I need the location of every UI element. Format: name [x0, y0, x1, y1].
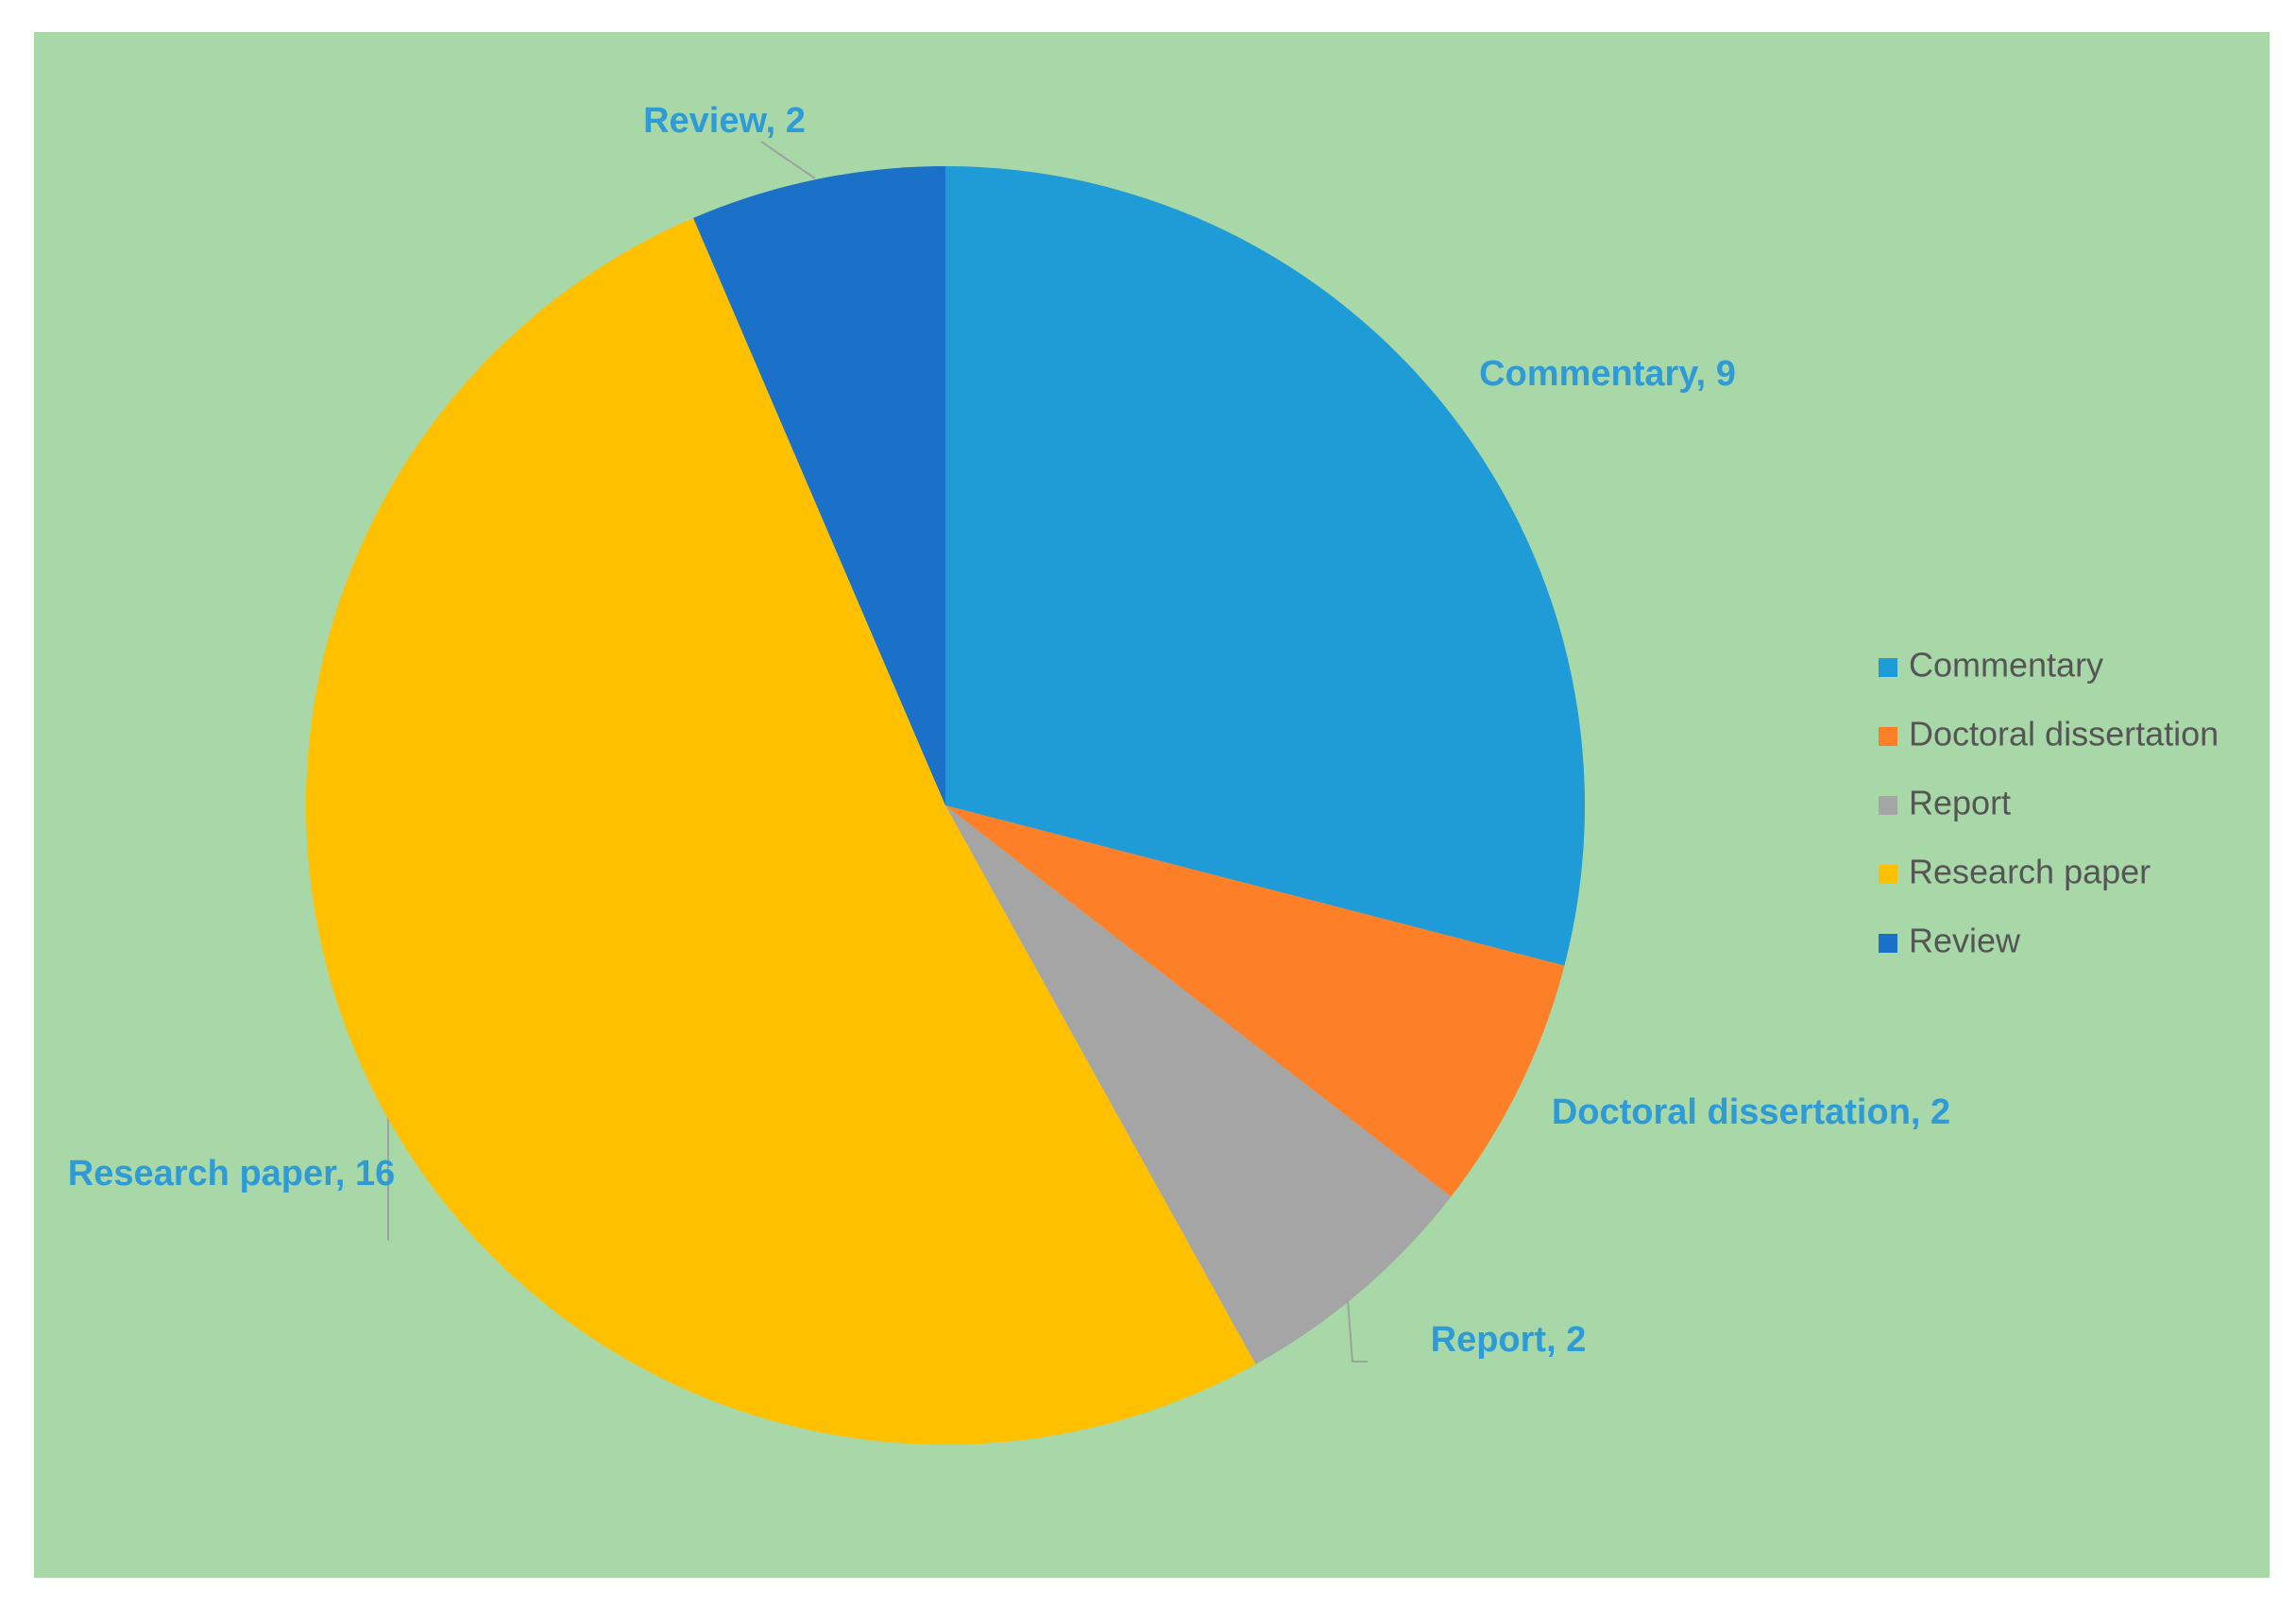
- leader-line: [1346, 1287, 1368, 1363]
- data-label: Review, 2: [643, 101, 806, 141]
- data-label: Research paper, 16: [68, 1154, 395, 1193]
- data-label: Report, 2: [1431, 1320, 1587, 1360]
- pie-slice: [945, 805, 1452, 1364]
- data-label: Doctoral dissertation, 2: [1552, 1092, 1950, 1132]
- leader-line: [760, 141, 816, 179]
- pie-slice: [305, 217, 1256, 1445]
- legend-swatch: [1879, 796, 1897, 815]
- data-label: Commentary, 9: [1479, 354, 1736, 394]
- legend-swatch: [1879, 934, 1897, 953]
- legend-label: Report: [1909, 784, 2011, 822]
- legend-label: Review: [1909, 922, 2021, 960]
- pie-slice: [693, 166, 945, 805]
- pie-slice: [945, 805, 1565, 1197]
- legend-label: Research paper: [1909, 853, 2151, 891]
- pie-slice: [945, 166, 1585, 966]
- legend-label: Doctoral dissertation: [1909, 715, 2219, 753]
- legend-swatch: [1879, 865, 1897, 884]
- legend-label: Commentary: [1909, 646, 2103, 685]
- legend-swatch: [1879, 658, 1897, 677]
- leader-lines: [387, 141, 1368, 1363]
- legend-swatch: [1879, 727, 1897, 746]
